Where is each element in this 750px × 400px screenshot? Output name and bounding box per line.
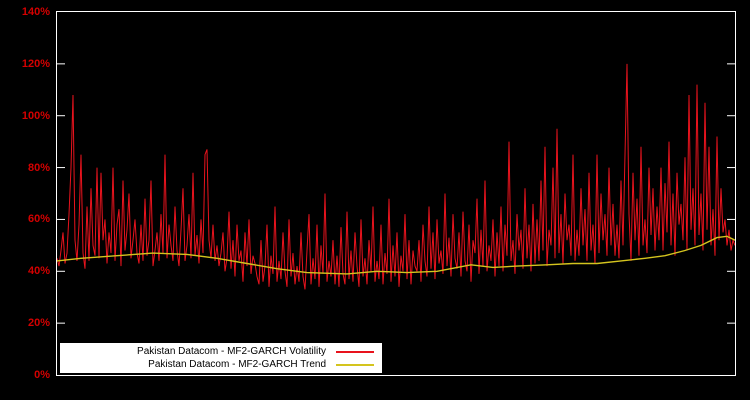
legend-item-trend: Pakistan Datacom - MF2-GARCH Trend bbox=[68, 358, 374, 371]
legend-line-sample-trend bbox=[336, 363, 374, 366]
y-tick-label: 60% bbox=[27, 213, 50, 226]
legend-label-trend: Pakistan Datacom - MF2-GARCH Trend bbox=[148, 359, 326, 370]
volatility-line bbox=[57, 63, 735, 290]
legend-item-volatility: Pakistan Datacom - MF2-GARCH Volatility bbox=[68, 345, 374, 358]
y-tick-label: 100% bbox=[21, 109, 50, 122]
trend-line bbox=[57, 235, 735, 275]
y-tick-label: 20% bbox=[27, 317, 50, 330]
y-tick-label: 120% bbox=[21, 57, 50, 70]
y-tick-label: 0% bbox=[34, 369, 50, 381]
legend-label-volatility: Pakistan Datacom - MF2-GARCH Volatility bbox=[137, 346, 326, 357]
y-tick-label: 80% bbox=[27, 161, 50, 174]
legend: Pakistan Datacom - MF2-GARCH Volatility … bbox=[60, 343, 382, 373]
y-tick-label: 40% bbox=[27, 265, 50, 278]
y-tick-label: 140% bbox=[21, 6, 50, 18]
plot-svg bbox=[56, 11, 736, 376]
legend-line-sample-volatility bbox=[336, 350, 374, 353]
